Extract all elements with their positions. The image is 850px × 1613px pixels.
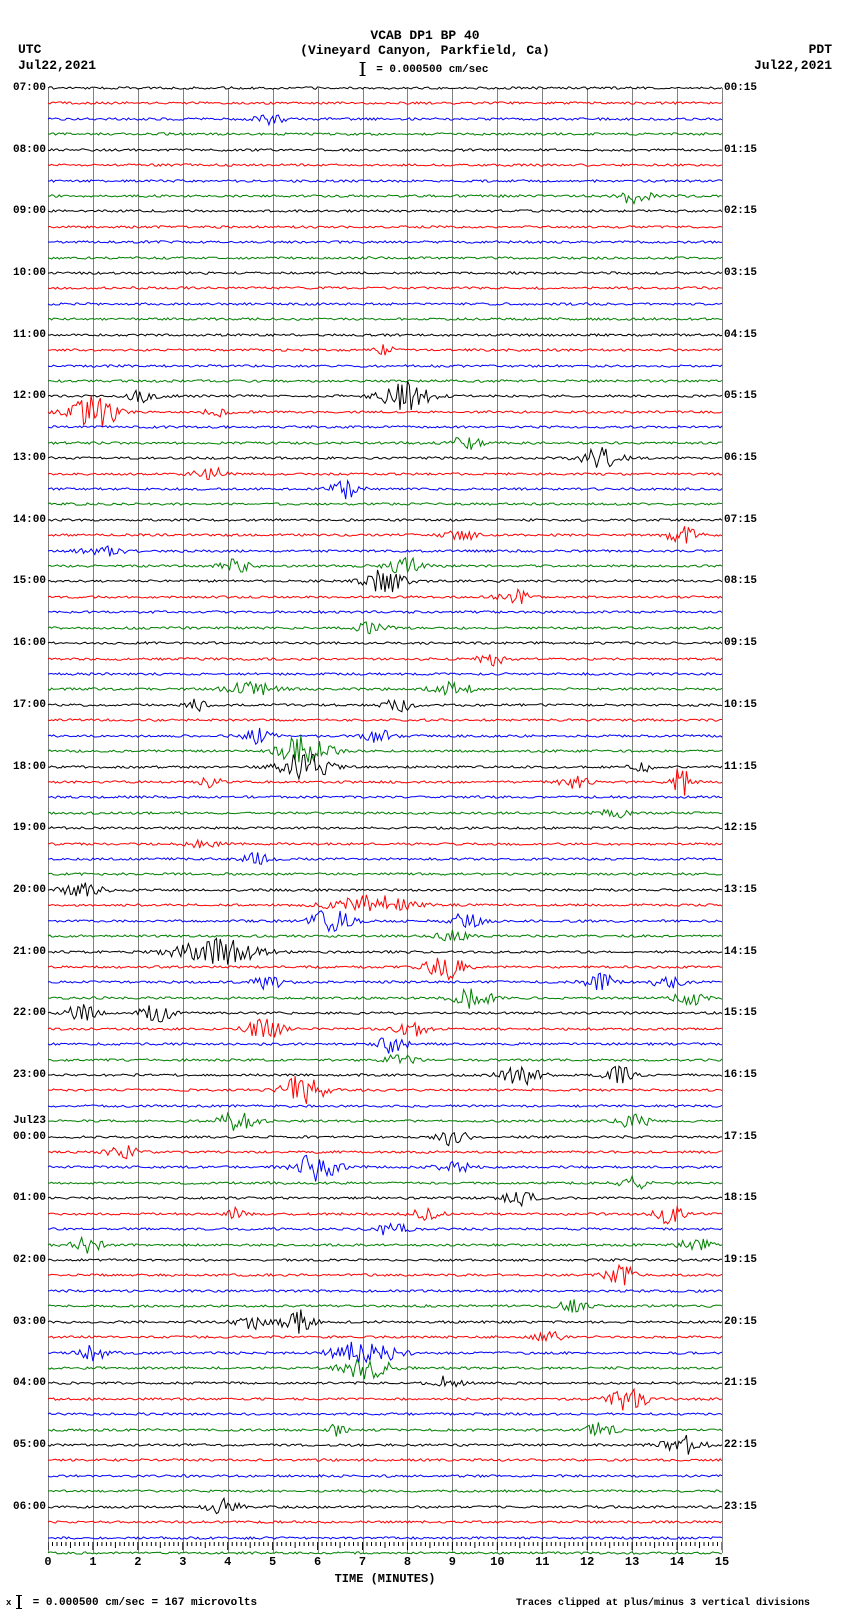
grid-vertical [722, 88, 723, 1553]
left-time-label: 20:00 [13, 884, 46, 896]
left-time-label: 14:00 [13, 514, 46, 526]
footer-left: x = 0.000500 cm/sec = 167 microvolts [6, 1595, 257, 1609]
trace-row [48, 1553, 722, 1554]
left-time-label: 15:00 [13, 575, 46, 587]
right-time-label: 09:15 [724, 637, 757, 649]
left-time-label: 05:00 [13, 1439, 46, 1451]
seismogram-container: UTC Jul22,2021 PDT Jul22,2021 VCAB DP1 B… [0, 0, 850, 1613]
right-time-label: 15:15 [724, 1007, 757, 1019]
right-time-label: 05:15 [724, 390, 757, 402]
right-date: Jul22,2021 [754, 58, 832, 74]
right-time-label: 08:15 [724, 575, 757, 587]
left-time-label: 02:00 [13, 1254, 46, 1266]
right-time-label: 00:15 [724, 82, 757, 94]
left-time-label: 10:00 [13, 267, 46, 279]
right-time-label: 07:15 [724, 514, 757, 526]
left-time-label: 08:00 [13, 144, 46, 156]
left-time-label: 00:00 [13, 1131, 46, 1143]
title-line1: VCAB DP1 BP 40 [0, 28, 850, 43]
right-time-label: 11:15 [724, 761, 757, 773]
left-time-label: 23:00 [13, 1069, 46, 1081]
left-time-label: 09:00 [13, 205, 46, 217]
left-time-label: 19:00 [13, 822, 46, 834]
seismogram-plot: TIME (MINUTES) 012345678910111213141507:… [48, 88, 722, 1553]
right-time-label: 17:15 [724, 1131, 757, 1143]
left-time-label: 13:00 [13, 452, 46, 464]
left-time-label: 21:00 [13, 946, 46, 958]
trace-waveform [48, 1533, 722, 1573]
right-time-label: 01:15 [724, 144, 757, 156]
left-time-label: 11:00 [13, 329, 46, 341]
right-time-label: 06:15 [724, 452, 757, 464]
right-time-label: 13:15 [724, 884, 757, 896]
left-time-label: 07:00 [13, 82, 46, 94]
chart-title: VCAB DP1 BP 40 (Vineyard Canyon, Parkfie… [0, 28, 850, 58]
right-time-label: 23:15 [724, 1501, 757, 1513]
right-time-label: 21:15 [724, 1377, 757, 1389]
left-time-label: 12:00 [13, 390, 46, 402]
footer-left-text: = 0.000500 cm/sec = 167 microvolts [33, 1597, 257, 1609]
right-time-label: 19:15 [724, 1254, 757, 1266]
right-time-label: 20:15 [724, 1316, 757, 1328]
left-time-label: 22:00 [13, 1007, 46, 1019]
left-time-label: 18:00 [13, 761, 46, 773]
right-time-label: 22:15 [724, 1439, 757, 1451]
right-time-label: 10:15 [724, 699, 757, 711]
left-time-label: 17:00 [13, 699, 46, 711]
left-time-label: 16:00 [13, 637, 46, 649]
left-time-label: 04:00 [13, 1377, 46, 1389]
left-time-label: 03:00 [13, 1316, 46, 1328]
footer-right: Traces clipped at plus/minus 3 vertical … [516, 1598, 810, 1609]
right-time-label: 18:15 [724, 1192, 757, 1204]
left-time-label: 01:00 [13, 1192, 46, 1204]
title-line2: (Vineyard Canyon, Parkfield, Ca) [0, 43, 850, 58]
left-time-label: Jul23 [13, 1115, 46, 1127]
xaxis-label: TIME (MINUTES) [335, 1572, 436, 1586]
footer-scale-bar-icon [18, 1595, 20, 1609]
left-time-label: 06:00 [13, 1501, 46, 1513]
right-time-label: 14:15 [724, 946, 757, 958]
right-time-label: 04:15 [724, 329, 757, 341]
right-time-label: 16:15 [724, 1069, 757, 1081]
right-time-label: 12:15 [724, 822, 757, 834]
right-time-label: 02:15 [724, 205, 757, 217]
right-time-label: 03:15 [724, 267, 757, 279]
